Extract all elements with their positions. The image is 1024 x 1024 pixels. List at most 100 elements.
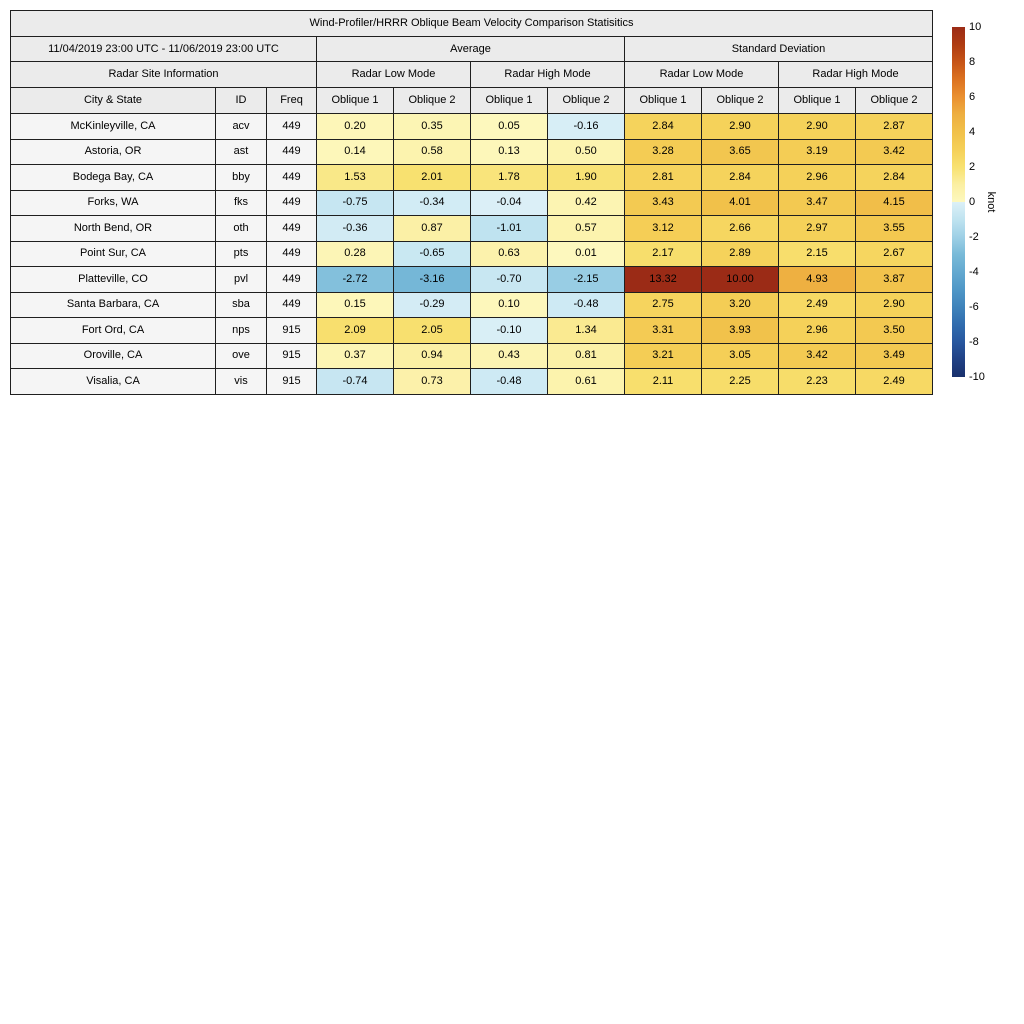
city-cell: Platteville, CO bbox=[10, 266, 216, 293]
value-cell: 2.05 bbox=[393, 317, 471, 344]
value-cell: 3.50 bbox=[855, 317, 933, 344]
freq-cell: 449 bbox=[266, 113, 317, 140]
value-cell: 4.15 bbox=[855, 189, 933, 216]
value-cell: 0.20 bbox=[316, 113, 394, 140]
colorbar-gradient bbox=[952, 27, 965, 377]
value-cell: -0.10 bbox=[470, 317, 548, 344]
value-cell: 2.01 bbox=[393, 164, 471, 191]
value-cell: -1.01 bbox=[470, 215, 548, 242]
value-cell: 3.19 bbox=[778, 138, 856, 165]
colorbar-tick-label: -4 bbox=[969, 266, 979, 278]
freq-cell: 449 bbox=[266, 266, 317, 293]
value-cell: 3.93 bbox=[701, 317, 779, 344]
colorbar-tick-label: -2 bbox=[969, 231, 979, 243]
colorbar-unit-label: knot bbox=[985, 191, 997, 213]
freq-cell: 449 bbox=[266, 164, 317, 191]
value-cell: 2.49 bbox=[778, 291, 856, 318]
value-cell: 0.43 bbox=[470, 342, 548, 369]
site-id-cell: pts bbox=[215, 240, 267, 267]
value-cell: 2.96 bbox=[778, 164, 856, 191]
freq-cell: 449 bbox=[266, 189, 317, 216]
freq-cell: 449 bbox=[266, 291, 317, 318]
value-cell: 0.94 bbox=[393, 342, 471, 369]
table-row: Bodega Bay, CA bby 449 1.53 2.01 1.78 1.90 2.81… bbox=[10, 164, 933, 191]
table-row: Astoria, OR ast 449 0.14 0.58 0.13 0.50 3.28 3.6… bbox=[10, 138, 933, 165]
table-row: McKinleyville, CA acv 449 0.20 0.35 0.05 -0.16… bbox=[10, 113, 933, 140]
value-cell: 0.81 bbox=[547, 342, 625, 369]
site-id-cell: oth bbox=[215, 215, 267, 242]
freq-cell: 449 bbox=[266, 138, 317, 165]
mode-header-row: Radar Site Information Radar Low Mode Ra… bbox=[10, 61, 933, 88]
value-cell: 1.90 bbox=[547, 164, 625, 191]
colorbar-tick-label: 4 bbox=[969, 126, 976, 138]
value-cell: 2.87 bbox=[855, 113, 933, 140]
value-cell: 0.73 bbox=[393, 368, 471, 395]
value-cell: 10.00 bbox=[701, 266, 779, 293]
figure-title: Wind-Profiler/HRRR Oblique Beam Velocity… bbox=[10, 10, 933, 37]
value-cell: 3.05 bbox=[701, 342, 779, 369]
value-cell: 3.47 bbox=[778, 189, 856, 216]
value-cell: 1.78 bbox=[470, 164, 548, 191]
value-cell: 3.28 bbox=[624, 138, 702, 165]
group-average-header: Average bbox=[316, 36, 625, 62]
value-cell: 2.81 bbox=[624, 164, 702, 191]
table-row: Santa Barbara, CA sba 449 0.15 -0.29 0.10 -0.4… bbox=[10, 291, 933, 318]
value-cell: 3.42 bbox=[855, 138, 933, 165]
value-cell: 2.90 bbox=[778, 113, 856, 140]
col-header-oblique2: Oblique 2 bbox=[855, 87, 933, 114]
site-info-header: Radar Site Information bbox=[10, 61, 317, 88]
value-cell: 2.66 bbox=[701, 215, 779, 242]
value-cell: -0.04 bbox=[470, 189, 548, 216]
colorbar-tick-label: -6 bbox=[969, 301, 979, 313]
site-id-cell: acv bbox=[215, 113, 267, 140]
table-row: Oroville, CA ove 915 0.37 0.94 0.43 0.81 3.21 3.… bbox=[10, 342, 933, 369]
value-cell: -0.48 bbox=[547, 291, 625, 318]
value-cell: 3.21 bbox=[624, 342, 702, 369]
value-cell: 2.84 bbox=[701, 164, 779, 191]
city-cell: Bodega Bay, CA bbox=[10, 164, 216, 191]
stats-table: Wind-Profiler/HRRR Oblique Beam Velocity… bbox=[10, 10, 933, 395]
std-high-mode-header: Radar High Mode bbox=[778, 61, 933, 88]
site-id-cell: sba bbox=[215, 291, 267, 318]
value-cell: 3.65 bbox=[701, 138, 779, 165]
value-cell: -0.65 bbox=[393, 240, 471, 267]
city-cell: McKinleyville, CA bbox=[10, 113, 216, 140]
value-cell: 3.87 bbox=[855, 266, 933, 293]
value-cell: 0.57 bbox=[547, 215, 625, 242]
colorbar-tick-label: 2 bbox=[969, 161, 976, 173]
group-stddev-header: Standard Deviation bbox=[624, 36, 933, 62]
value-cell: 0.28 bbox=[316, 240, 394, 267]
value-cell: 0.63 bbox=[470, 240, 548, 267]
col-header-oblique1: Oblique 1 bbox=[778, 87, 856, 114]
value-cell: -0.70 bbox=[470, 266, 548, 293]
value-cell: 0.37 bbox=[316, 342, 394, 369]
col-header-oblique1: Oblique 1 bbox=[624, 87, 702, 114]
colorbar-tick-label: 10 bbox=[969, 21, 982, 33]
colorbar-tick-label: -10 bbox=[969, 371, 985, 383]
value-cell: 2.25 bbox=[701, 368, 779, 395]
value-cell: 2.11 bbox=[624, 368, 702, 395]
value-cell: 3.12 bbox=[624, 215, 702, 242]
value-cell: -0.34 bbox=[393, 189, 471, 216]
value-cell: 1.34 bbox=[547, 317, 625, 344]
value-cell: 2.17 bbox=[624, 240, 702, 267]
table-row: Platteville, CO pvl 449 -2.72 -3.16 -0.70 -2.1… bbox=[10, 266, 933, 293]
value-cell: 0.01 bbox=[547, 240, 625, 267]
site-id-cell: vis bbox=[215, 368, 267, 395]
value-cell: 2.09 bbox=[316, 317, 394, 344]
value-cell: 0.13 bbox=[470, 138, 548, 165]
table-row: Forks, WA fks 449 -0.75 -0.34 -0.04 0.42 3.43 4.… bbox=[10, 189, 933, 216]
colorbar-tick-label: 6 bbox=[969, 91, 976, 103]
site-id-cell: pvl bbox=[215, 266, 267, 293]
col-header-oblique1: Oblique 1 bbox=[316, 87, 394, 114]
table-row: Visalia, CA vis 915 -0.74 0.73 -0.48 0.61 2.11 2… bbox=[10, 368, 933, 395]
value-cell: 3.55 bbox=[855, 215, 933, 242]
site-id-cell: fks bbox=[215, 189, 267, 216]
city-cell: Fort Ord, CA bbox=[10, 317, 216, 344]
title-row: Wind-Profiler/HRRR Oblique Beam Velocity… bbox=[10, 10, 933, 37]
value-cell: 2.90 bbox=[701, 113, 779, 140]
value-cell: -0.48 bbox=[470, 368, 548, 395]
value-cell: -2.72 bbox=[316, 266, 394, 293]
site-id-cell: nps bbox=[215, 317, 267, 344]
colorbar: 10 8 6 4 2 0 -2 -4 -6 -8 -10 knot bbox=[952, 21, 997, 383]
